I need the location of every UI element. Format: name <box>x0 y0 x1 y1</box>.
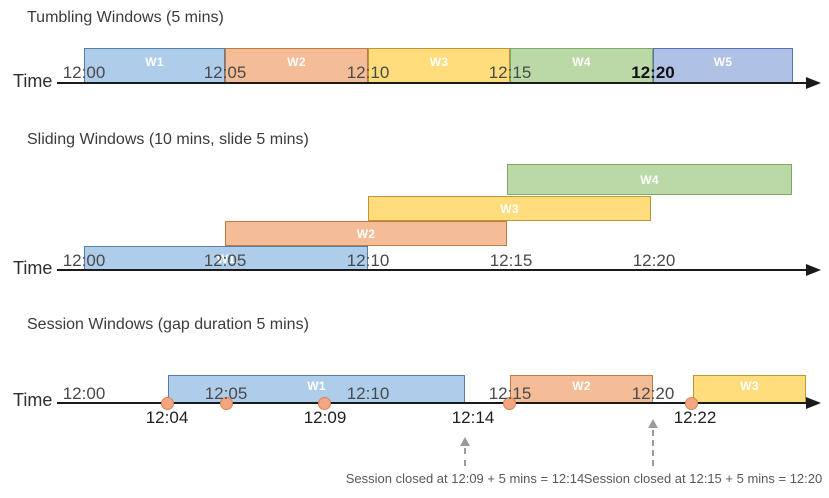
tumbling-timeline-arrow-icon <box>806 77 821 89</box>
tumbling-tick-12-00: 12:00 <box>62 63 106 82</box>
session-close-arrow-icon <box>460 437 470 446</box>
window-label: W3 <box>500 201 519 216</box>
window-label: W1 <box>145 55 164 69</box>
session-tick-12-10: 12:10 <box>346 384 390 403</box>
session-tick-12-20: 12:20 <box>631 384 675 403</box>
tumbling-title: Tumbling Windows (5 mins) <box>27 9 224 26</box>
session-window-w2: W2 <box>510 375 653 403</box>
event-label-12-22: 12:22 <box>673 408 717 427</box>
sliding-tick-12-00: 12:00 <box>62 251 106 270</box>
tumbling-timeline <box>57 82 808 84</box>
sliding-timeline <box>57 269 808 271</box>
sliding-window-w2: W2 <box>225 221 507 246</box>
window-label: W2 <box>287 55 306 69</box>
sliding-title: Sliding Windows (10 mins, slide 5 mins) <box>27 131 309 148</box>
event-dot-12-04 <box>161 397 174 410</box>
tumbling-tick-12-05: 12:05 <box>203 63 247 82</box>
sliding-timeline-arrow-icon <box>806 264 821 276</box>
window-label: W3 <box>429 55 449 69</box>
event-label-12-14: 12:14 <box>451 408 495 427</box>
event-dot-12-05 <box>220 397 233 410</box>
window-label: W2 <box>356 226 376 241</box>
tumbling-window-w5: W5 <box>653 48 793 83</box>
session-tick-12-05: 12:05 <box>204 384 248 403</box>
tumbling-time-axis-label: Time <box>13 71 53 91</box>
sliding-tick-12-10: 12:10 <box>346 251 390 270</box>
event-dot-12-22 <box>685 397 698 410</box>
tumbling-window-w3: W3 <box>368 48 510 83</box>
session-close-annotation-2: Session closed at 12:15 + 5 mins = 12:20 <box>583 471 823 486</box>
sliding-tick-12-20: 12:20 <box>632 251 676 270</box>
session-time-axis-label: Time <box>13 390 53 410</box>
window-label: W2 <box>572 379 591 393</box>
session-window-w1: W1 <box>168 375 465 403</box>
window-label: W3 <box>740 379 759 393</box>
event-label-12-04: 12:04 <box>145 408 189 427</box>
tumbling-window-w2: W2 <box>225 48 368 83</box>
session-close-annotation-1: Session closed at 12:09 + 5 mins = 12:14 <box>345 471 585 486</box>
session-close-arrow-line <box>464 448 466 466</box>
session-window-w3: W3 <box>693 375 806 403</box>
sliding-window-w3: W3 <box>368 196 651 221</box>
event-label-12-09: 12:09 <box>303 408 347 427</box>
window-label: W4 <box>640 172 659 187</box>
session-tick-12-00: 12:00 <box>62 384 106 403</box>
tumbling-window-w4: W4 <box>510 48 653 83</box>
event-dot-12-15 <box>503 397 516 410</box>
session-title: Session Windows (gap duration 5 mins) <box>27 316 309 333</box>
tumbling-tick-12-20: 12:20 <box>631 63 675 82</box>
window-label: W5 <box>713 55 733 69</box>
window-label: W1 <box>216 251 236 266</box>
tumbling-tick-12-10: 12:10 <box>346 63 390 82</box>
session-timeline <box>57 402 808 404</box>
tumbling-tick-12-15: 12:15 <box>488 63 532 82</box>
sliding-time-axis-label: Time <box>13 258 53 278</box>
session-timeline-arrow-icon <box>806 397 821 409</box>
sliding-window-w4: W4 <box>507 164 792 195</box>
session-close-arrow-line <box>652 430 654 466</box>
session-close-arrow-icon <box>648 419 658 428</box>
event-dot-12-09 <box>318 397 331 410</box>
session-tick-12-15: 12:15 <box>488 384 532 403</box>
tumbling-window-w1: W1 <box>84 48 225 83</box>
window-label: W4 <box>572 55 591 69</box>
window-label: W1 <box>307 379 326 393</box>
sliding-tick-12-15: 12:15 <box>489 251 533 270</box>
sliding-tick-12-05: 12:05 <box>203 251 247 270</box>
